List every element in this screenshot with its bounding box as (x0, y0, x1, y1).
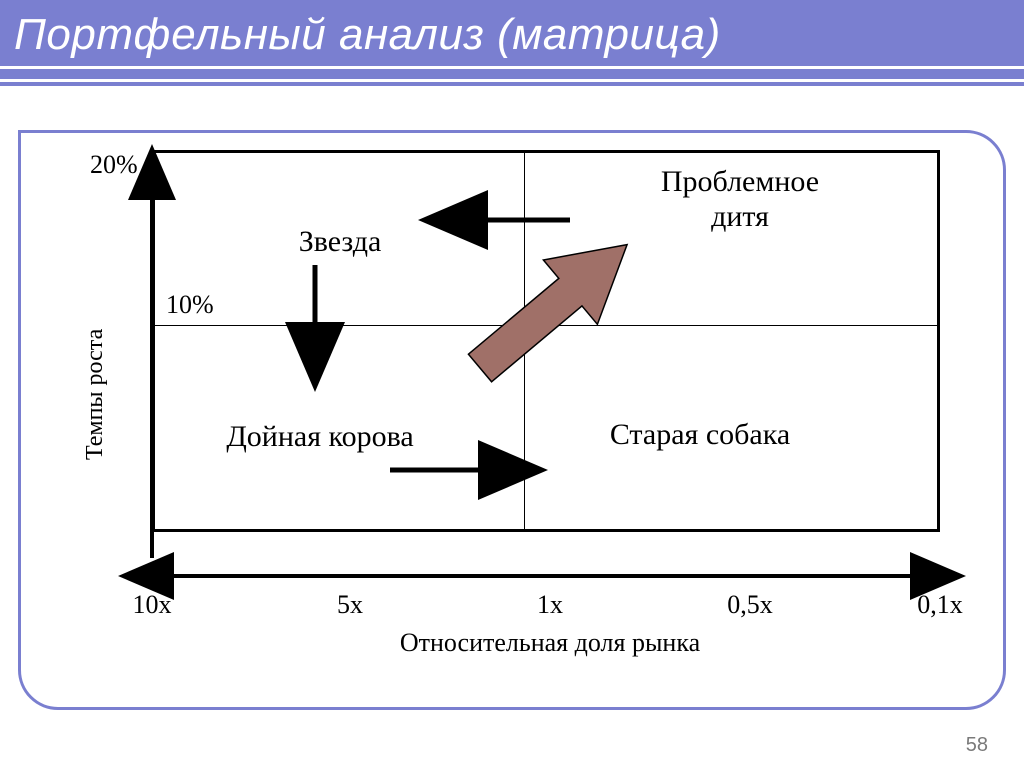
big-diagonal-arrow (453, 212, 654, 400)
header: Портфельный анализ (матрица) (0, 0, 1024, 86)
header-rule (0, 66, 1024, 82)
bcg-matrix-diagram: Звезда Проблемное дитя Дойная корова Ста… (60, 150, 960, 710)
arrows-layer (60, 150, 980, 710)
slide-title: Портфельный анализ (матрица) (0, 0, 1024, 66)
page-number: 58 (966, 734, 988, 757)
